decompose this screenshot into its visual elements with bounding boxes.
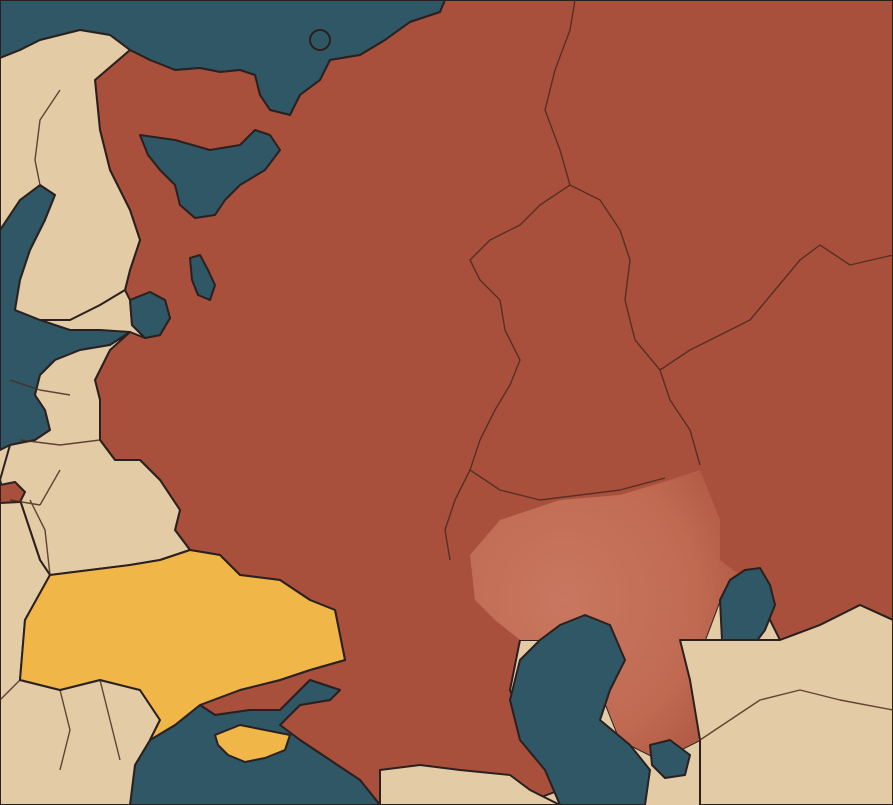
caspian-sea xyxy=(509,614,651,805)
ukraine xyxy=(19,549,346,741)
kaliningrad xyxy=(0,481,26,504)
caucasus xyxy=(379,764,561,805)
lake-islands xyxy=(309,29,331,51)
internal-border-4 xyxy=(469,469,666,501)
internal-border-2 xyxy=(444,184,571,561)
central-asia xyxy=(679,604,893,805)
internal-border-3 xyxy=(659,244,893,371)
crimea xyxy=(214,724,291,763)
central-asia-border xyxy=(699,689,893,741)
lake-onega-top xyxy=(129,291,171,339)
finland-scandinavia xyxy=(0,29,141,321)
lake-ladoga-top xyxy=(189,254,216,301)
white-sea-top xyxy=(139,129,281,219)
internal-border-1 xyxy=(544,0,701,466)
kara-bogaz xyxy=(649,739,691,779)
kazakhstan-west xyxy=(470,470,740,760)
west-borders xyxy=(0,89,121,771)
